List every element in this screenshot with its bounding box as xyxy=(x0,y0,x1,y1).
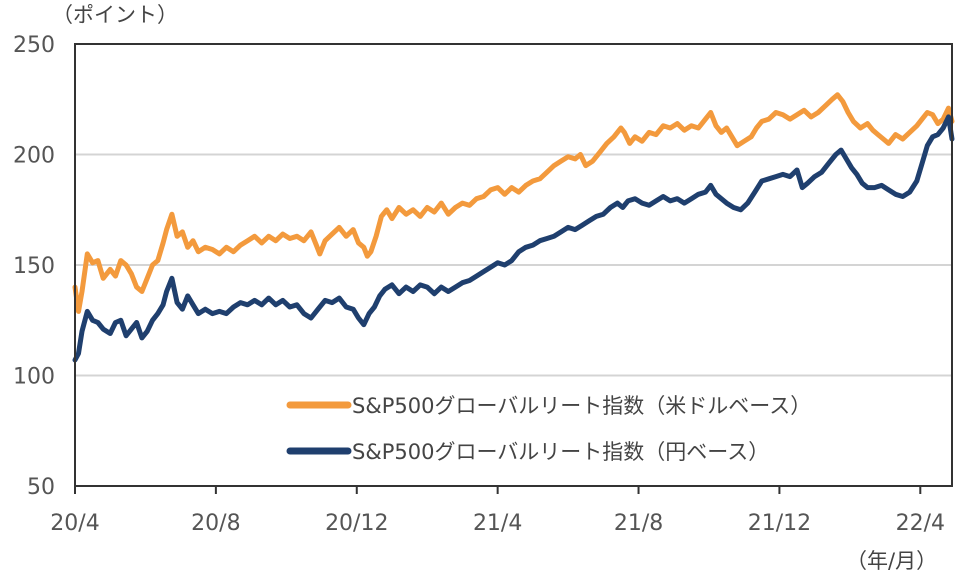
y-tick-label: 150 xyxy=(13,254,55,279)
y-unit-label: （ポイント） xyxy=(52,3,178,27)
x-unit-label: （年/月） xyxy=(846,549,937,573)
series-line-jpy xyxy=(72,114,955,363)
x-axis-ticks: 20/4 20/8 20/12 21/4 21/8 21/12 22/4 xyxy=(50,486,945,536)
y-tick-label: 50 xyxy=(27,475,55,500)
legend: S&P500グローバルリート指数（米ドルベース） S&P500グローバルリート指… xyxy=(286,394,811,464)
x-tick-label: 21/12 xyxy=(748,511,811,536)
plot-frame xyxy=(74,43,953,487)
x-tick-label: 21/8 xyxy=(614,511,663,536)
x-tick-label: 22/4 xyxy=(896,511,945,536)
series-group xyxy=(72,92,955,363)
series-line-usd xyxy=(72,92,955,314)
x-tick-label: 20/12 xyxy=(325,511,388,536)
gridlines xyxy=(75,153,952,377)
y-axis-ticks: 50 100 150 200 250 xyxy=(13,33,55,500)
y-tick-label: 100 xyxy=(13,365,55,390)
x-tick-label: 20/4 xyxy=(50,511,99,536)
legend-label-usd: S&P500グローバルリート指数（米ドルベース） xyxy=(352,394,811,418)
y-tick-label: 200 xyxy=(13,144,55,169)
legend-label-jpy: S&P500グローバルリート指数（円ベース） xyxy=(352,440,769,464)
y-tick-label: 250 xyxy=(13,33,55,58)
x-tick-label: 21/4 xyxy=(473,511,522,536)
x-tick-label: 20/8 xyxy=(191,511,240,536)
